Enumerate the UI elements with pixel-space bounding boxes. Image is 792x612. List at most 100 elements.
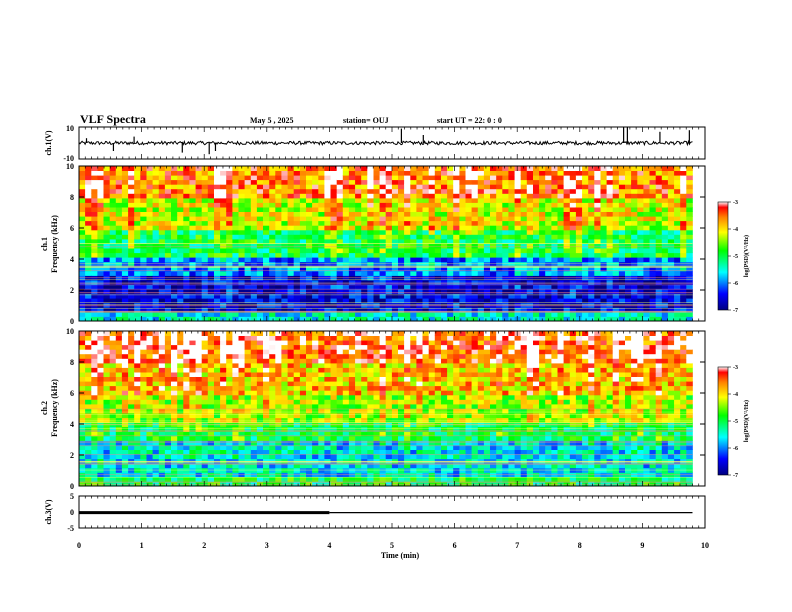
spectrogram-cell xyxy=(232,403,239,409)
spectrogram-cell xyxy=(324,381,331,387)
spectrogram-cell xyxy=(342,454,350,460)
spectrogram-cell xyxy=(459,197,466,203)
spectrogram-cell xyxy=(606,252,614,258)
spectrogram-cell xyxy=(606,311,614,317)
spectrogram-cell xyxy=(471,188,479,194)
spectrogram-cell xyxy=(238,175,245,181)
spectrogram-cell xyxy=(502,307,509,313)
spectrogram-cell xyxy=(330,234,337,240)
spectrogram-cell xyxy=(502,293,509,299)
spectrogram-cell xyxy=(128,229,135,235)
spectrogram-cell xyxy=(618,284,626,290)
spectrogram-cell xyxy=(324,367,331,373)
spectrogram-cell xyxy=(299,248,307,254)
spectrogram-cell xyxy=(287,449,295,455)
spectrogram-cell xyxy=(201,358,209,364)
spectrogram-cell xyxy=(121,408,129,414)
spectrogram-cell xyxy=(103,376,110,382)
spectrogram-cell xyxy=(655,289,663,295)
spectrogram-cell xyxy=(318,358,325,364)
spectrogram-cell xyxy=(428,302,436,308)
spectrogram-cell xyxy=(477,175,485,181)
spectrogram-cell xyxy=(128,435,135,441)
spectrogram-cell xyxy=(287,376,295,382)
spectrogram-cell xyxy=(109,431,117,437)
spectrogram-cell xyxy=(189,225,196,231)
spectrogram-cell xyxy=(226,399,233,405)
spectrogram-cell xyxy=(655,238,663,244)
spectrogram-cell xyxy=(263,316,270,322)
spectrogram-cell xyxy=(404,302,411,308)
spectrogram-cell xyxy=(330,298,337,304)
spectrogram-cell xyxy=(355,234,362,240)
spectrogram-cell xyxy=(367,175,374,181)
spectrogram-cell xyxy=(299,454,307,460)
spectrogram-cell xyxy=(306,252,313,258)
spectrogram-cell xyxy=(263,381,270,387)
spectrogram-cell xyxy=(582,193,589,199)
spectrogram-cell xyxy=(171,175,178,181)
spectrogram-cell xyxy=(391,188,399,194)
spectrogram-cell xyxy=(643,298,650,304)
spectrogram-cell xyxy=(226,417,233,423)
spectrogram-cell xyxy=(514,280,522,285)
spectrogram-cell xyxy=(385,248,393,254)
spectrogram-cell xyxy=(250,257,258,263)
spectrogram-cell xyxy=(686,238,693,244)
spectrogram-cell xyxy=(563,229,571,235)
spectrogram-cell xyxy=(109,390,117,396)
spectrogram-cell xyxy=(600,166,607,171)
spectrogram-cell xyxy=(404,293,411,299)
spectrogram-cell xyxy=(348,426,356,432)
spectrogram-cell xyxy=(293,385,301,391)
spectrogram-cell xyxy=(526,211,534,217)
spectrogram-cell xyxy=(385,188,393,194)
spectrogram-cell xyxy=(637,252,644,258)
spectrogram-cell xyxy=(416,252,423,258)
spectrogram-cell xyxy=(496,184,503,190)
spectrogram-cell xyxy=(379,243,387,249)
spectrogram-cell xyxy=(269,266,276,272)
spectrogram-cell xyxy=(631,316,638,322)
spectrogram-cell xyxy=(557,184,564,190)
spectrogram-cell xyxy=(618,302,626,308)
spectrogram-cell xyxy=(256,399,264,405)
spectrogram-cell xyxy=(533,284,540,290)
spectrogram-cell xyxy=(207,252,215,258)
spectrogram-cell xyxy=(336,403,344,409)
spectrogram-cell xyxy=(97,417,104,423)
spectrogram-cell xyxy=(158,252,166,258)
spectrogram-cell xyxy=(508,298,515,304)
spectrogram-cell xyxy=(312,248,319,254)
spectrogram-cell xyxy=(520,243,528,249)
spectrogram-cell xyxy=(269,472,276,478)
spectrogram-cell xyxy=(324,385,331,391)
spectrogram-cell xyxy=(293,367,301,373)
spectrogram-cell xyxy=(637,316,644,322)
spectrogram-cell xyxy=(171,454,178,460)
spectrogram-cell xyxy=(361,238,368,244)
spectrogram-cell xyxy=(128,311,135,317)
spectrogram-cell xyxy=(79,220,86,226)
spectrogram-cell xyxy=(379,293,387,299)
spectrogram-cell xyxy=(91,193,98,199)
spectrogram-cell xyxy=(281,266,288,272)
spectrogram-cell xyxy=(158,216,166,222)
spectrogram-cell xyxy=(183,243,190,249)
spectrogram-cell xyxy=(85,417,92,423)
spectrogram-cell xyxy=(428,298,436,304)
spectrogram-cell xyxy=(263,367,270,373)
spectrogram-cell xyxy=(256,220,264,226)
spectrogram-cell xyxy=(643,252,650,258)
spectrogram-cell xyxy=(330,381,337,387)
spectrogram-cell xyxy=(97,358,104,364)
spectrogram-cell xyxy=(201,367,209,373)
spectrogram-cell xyxy=(281,302,288,308)
spectrogram-cell xyxy=(269,234,276,240)
spectrogram-cell xyxy=(306,344,313,350)
spectrogram-cell xyxy=(661,207,669,212)
spectrogram-cell xyxy=(483,261,491,267)
spectrogram-cell xyxy=(680,216,687,222)
spectrogram-cell xyxy=(79,362,86,368)
spectrogram-cell xyxy=(508,229,515,235)
